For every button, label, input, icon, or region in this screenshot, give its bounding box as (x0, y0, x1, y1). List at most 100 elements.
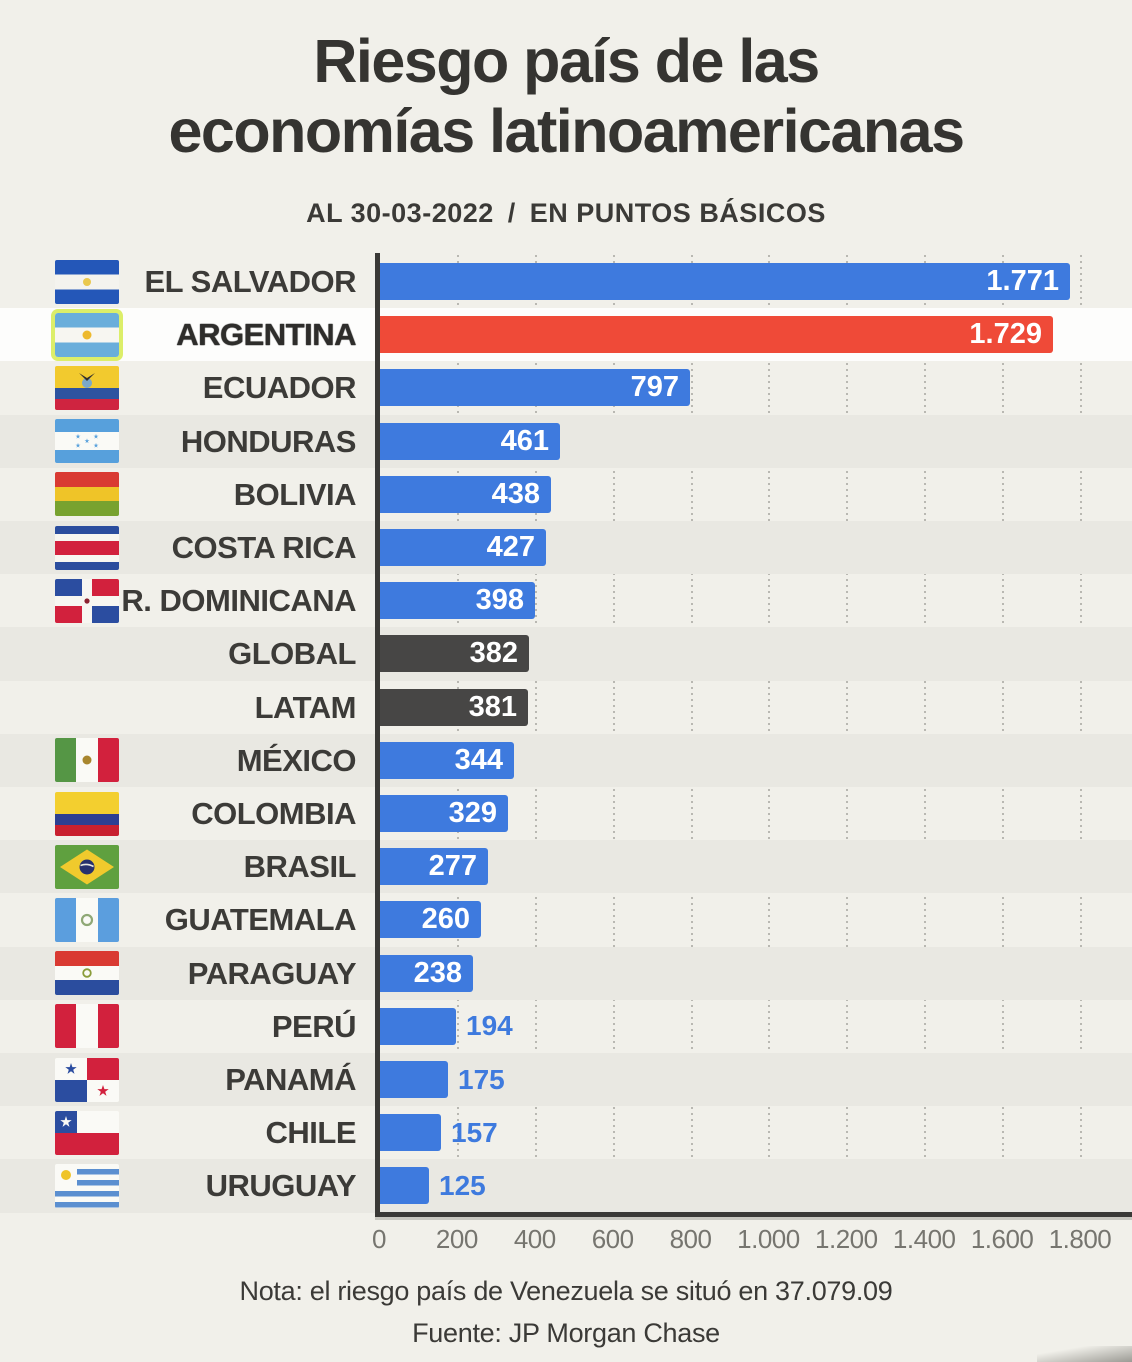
bar-costa-rica: 427 (380, 529, 546, 567)
bar-value: 438 (491, 477, 540, 510)
chart-row-el-salvador: EL SALVADOR 1.771 (0, 255, 1132, 308)
bar-track: 398 (380, 574, 1132, 627)
chart-row-panama: PANAMÁ 175 (0, 1053, 1132, 1107)
x-tick-800: 800 (669, 1224, 712, 1254)
subtitle-units: EN PUNTOS BÁSICOS (529, 198, 826, 228)
paraguay-flag-icon (55, 951, 119, 996)
costa-rica-flag-icon (55, 525, 119, 570)
chart-subtitle: AL 30-03-2022 / EN PUNTOS BÁSICOS (0, 198, 1132, 229)
bar-value: 238 (413, 956, 462, 989)
country-label: PERÚ (271, 1008, 357, 1044)
bar-track: 329 (380, 787, 1132, 840)
chart-row-colombia: COLOMBIA 329 (0, 787, 1132, 840)
chart-row-r-dominicana: R. DOMINICANA 398 (0, 574, 1132, 627)
bar-track: 194 (380, 1000, 1132, 1053)
country-label: EL SALVADOR (144, 264, 356, 299)
chile-flag-icon (55, 1110, 119, 1155)
bar-value: 797 (630, 371, 679, 404)
chart-row-peru: PERÚ 194 (0, 1000, 1132, 1053)
bar-el-salvador: 1.771 (380, 263, 1070, 301)
bar-value: 194 (466, 1010, 513, 1042)
chart-row-chile: CHILE 157 (0, 1106, 1132, 1159)
chart-row-bolivia: BOLIVIA 438 (0, 468, 1132, 521)
honduras-flag-icon (55, 419, 119, 464)
x-tick-1.000: 1.000 (737, 1224, 800, 1254)
colombia-flag-icon (55, 791, 119, 836)
bar-value: 260 (421, 903, 470, 936)
bar-peru (380, 1007, 456, 1045)
bar-brasil: 277 (380, 848, 488, 886)
bar-guatemala: 260 (380, 901, 481, 939)
bar-value: 175 (458, 1063, 505, 1095)
chart-note: Nota: el riesgo país de Venezuela se sit… (239, 1276, 893, 1306)
bar-track: 461 (380, 415, 1132, 468)
bar-value: 1.771 (986, 265, 1059, 298)
x-tick-0: 0 (372, 1224, 386, 1254)
bar-track: 382 (380, 627, 1132, 680)
x-tick-400: 400 (513, 1224, 556, 1254)
x-tick-1.800: 1.800 (1048, 1224, 1112, 1254)
bar-value: 125 (439, 1169, 486, 1201)
bar-value: 398 (475, 584, 524, 617)
country-label: ECUADOR (202, 370, 357, 406)
country-label: PARAGUAY (187, 955, 357, 991)
country-label: GLOBAL (228, 636, 356, 672)
bar-value: 381 (468, 690, 517, 723)
bar-panama (380, 1061, 448, 1099)
title-line-1: Riesgo país de las (313, 27, 820, 95)
bar-global: 382 (380, 635, 529, 673)
bar-colombia: 329 (380, 795, 508, 833)
x-tick-1.600: 1.600 (970, 1224, 1034, 1254)
country-label: ARGENTINA (176, 317, 356, 353)
bar-honduras: 461 (380, 422, 560, 460)
chart-row-honduras: HONDURAS 461 (0, 414, 1132, 468)
country-label: CHILE (265, 1115, 357, 1151)
bar-value: 382 (469, 637, 518, 670)
chart-row-uruguay: URUGUAY 125 (0, 1159, 1132, 1213)
chart-row-brasil: BRASIL 277 (0, 840, 1132, 894)
bar-uruguay (380, 1167, 429, 1205)
country-label: BOLIVIA (233, 476, 357, 512)
x-tick-600: 600 (591, 1224, 634, 1254)
country-label: R. DOMINICANA (121, 583, 356, 619)
x-tick-1.200: 1.200 (815, 1224, 878, 1254)
bar-value: 344 (454, 743, 503, 776)
country-label: HONDURAS (180, 423, 357, 459)
chart-row-global: GLOBAL 382 (0, 627, 1132, 681)
bar-mexico: 344 (380, 741, 514, 779)
title-line-2: economías latinoamericanas (168, 97, 965, 166)
country-label: LATAM (254, 689, 357, 725)
bar-paraguay: 238 (380, 954, 473, 992)
uruguay-flag-icon (55, 1163, 119, 1208)
argentina-flag-icon (55, 312, 119, 357)
country-label: COLOMBIA (191, 796, 356, 831)
y-axis-line (375, 253, 380, 1215)
x-tick-1.400: 1.400 (892, 1224, 956, 1254)
bar-track: 1.729 (380, 308, 1132, 361)
country-label: GUATEMALA (164, 902, 357, 938)
chart-row-latam: LATAM 381 (0, 681, 1132, 734)
bar-value: 427 (486, 531, 535, 564)
chart-row-paraguay: PARAGUAY 238 (0, 946, 1132, 1000)
bar-track: 381 (380, 681, 1132, 734)
chart-row-costa-rica: COSTA RICA 427 (0, 521, 1132, 575)
country-label: URUGUAY (205, 1168, 357, 1204)
rep-dominicana-flag-icon (55, 578, 119, 623)
bar-value: 1.729 (969, 318, 1042, 351)
chart-source: Fuente: JP Morgan Chase (412, 1318, 720, 1348)
country-label: PANAMÁ (225, 1062, 356, 1097)
bar-r-dominicana: 398 (380, 582, 535, 620)
bar-track: 344 (380, 734, 1132, 787)
bar-track: 125 (380, 1159, 1132, 1212)
bar-latam: 381 (380, 688, 528, 726)
bar-track: 277 (380, 840, 1132, 893)
bar-value: 157 (451, 1116, 498, 1148)
bar-track: 260 (380, 893, 1132, 946)
bar-chile (380, 1114, 441, 1152)
bar-track: 1.771 (380, 255, 1132, 308)
chart-row-mexico: MÉXICO 344 (0, 733, 1132, 787)
x-tick-200: 200 (435, 1224, 478, 1254)
bar-bolivia: 438 (380, 475, 551, 513)
bar-track: 238 (380, 947, 1132, 1000)
bar-ecuador: 797 (380, 369, 690, 407)
